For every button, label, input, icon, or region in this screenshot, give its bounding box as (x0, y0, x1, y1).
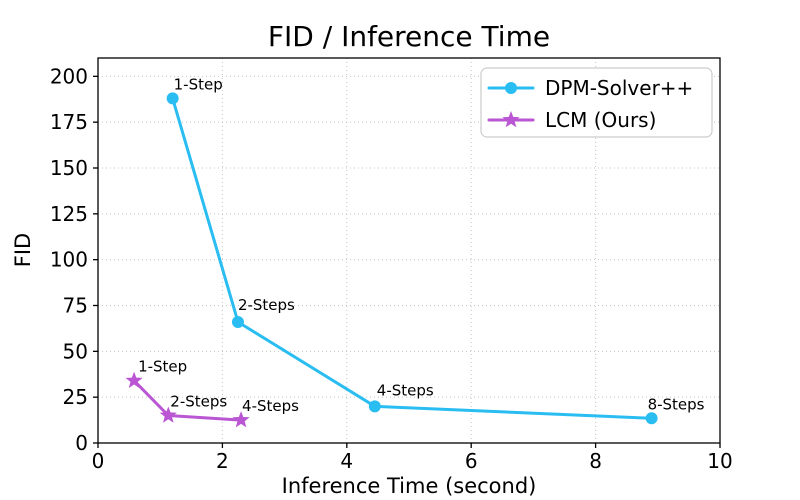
y-tick-label: 100 (50, 248, 88, 272)
x-tick-label: 0 (92, 449, 105, 473)
y-tick-label: 50 (63, 339, 88, 363)
point-label: 1-Step (138, 358, 187, 376)
y-axis-label: FID (11, 233, 35, 267)
x-tick-label: 10 (707, 449, 732, 473)
y-tick-label: 125 (50, 202, 88, 226)
marker-circle-dpm-solver (231, 316, 244, 328)
legend-label: LCM (Ours) (545, 108, 656, 132)
marker-star-lcm-ours (125, 371, 143, 388)
point-label: 8-Steps (648, 395, 705, 413)
plot-frame (97, 57, 721, 444)
y-tick-label: 75 (63, 294, 88, 318)
x-axis-label: Inference Time (second) (282, 474, 537, 498)
marker-circle-dpm-solver (368, 400, 381, 413)
y-tick-label: 200 (50, 64, 88, 88)
legend-item-lcm-ours: LCM (Ours) (487, 108, 656, 132)
x-tick-label: 6 (465, 449, 478, 473)
x-tick-label: 4 (340, 449, 353, 473)
y-tick-label: 25 (63, 385, 88, 409)
legend-item-dpm-solver: DPM-Solver++ (487, 76, 693, 100)
legend-label: DPM-Solver++ (545, 76, 693, 100)
legend-star-icon (502, 111, 520, 128)
chart-title: FID / Inference Time (268, 20, 550, 53)
legend-circle-icon (505, 82, 517, 94)
annotation-layer: 1-Step 2-Steps 4-Steps 8-Steps 1-Step 2-Steps… (138, 75, 705, 415)
marker-circle-dpm-solver (166, 92, 179, 105)
point-label: 4-Steps (377, 381, 434, 399)
point-label: 4-Steps (242, 397, 299, 415)
x-tick-label: 2 (216, 449, 229, 473)
series-line-dpm-solver (171, 96, 654, 420)
series-layer (125, 92, 658, 428)
marker-circle-dpm-solver (645, 412, 658, 425)
marker-star-lcm-ours (232, 411, 250, 428)
marker-star-lcm-ours (159, 406, 177, 423)
y-tick-label: 175 (50, 110, 88, 134)
y-tick-label: 0 (75, 431, 88, 455)
x-tick-label: 8 (589, 449, 602, 473)
y-tick-label: 150 (50, 156, 88, 180)
point-label: 2-Steps (170, 393, 227, 411)
point-label: 1-Step (174, 75, 223, 93)
point-label: 2-Steps (238, 296, 295, 314)
legend-box (480, 67, 713, 138)
legend: DPM-Solver++ LCM (Ours) (480, 67, 713, 138)
